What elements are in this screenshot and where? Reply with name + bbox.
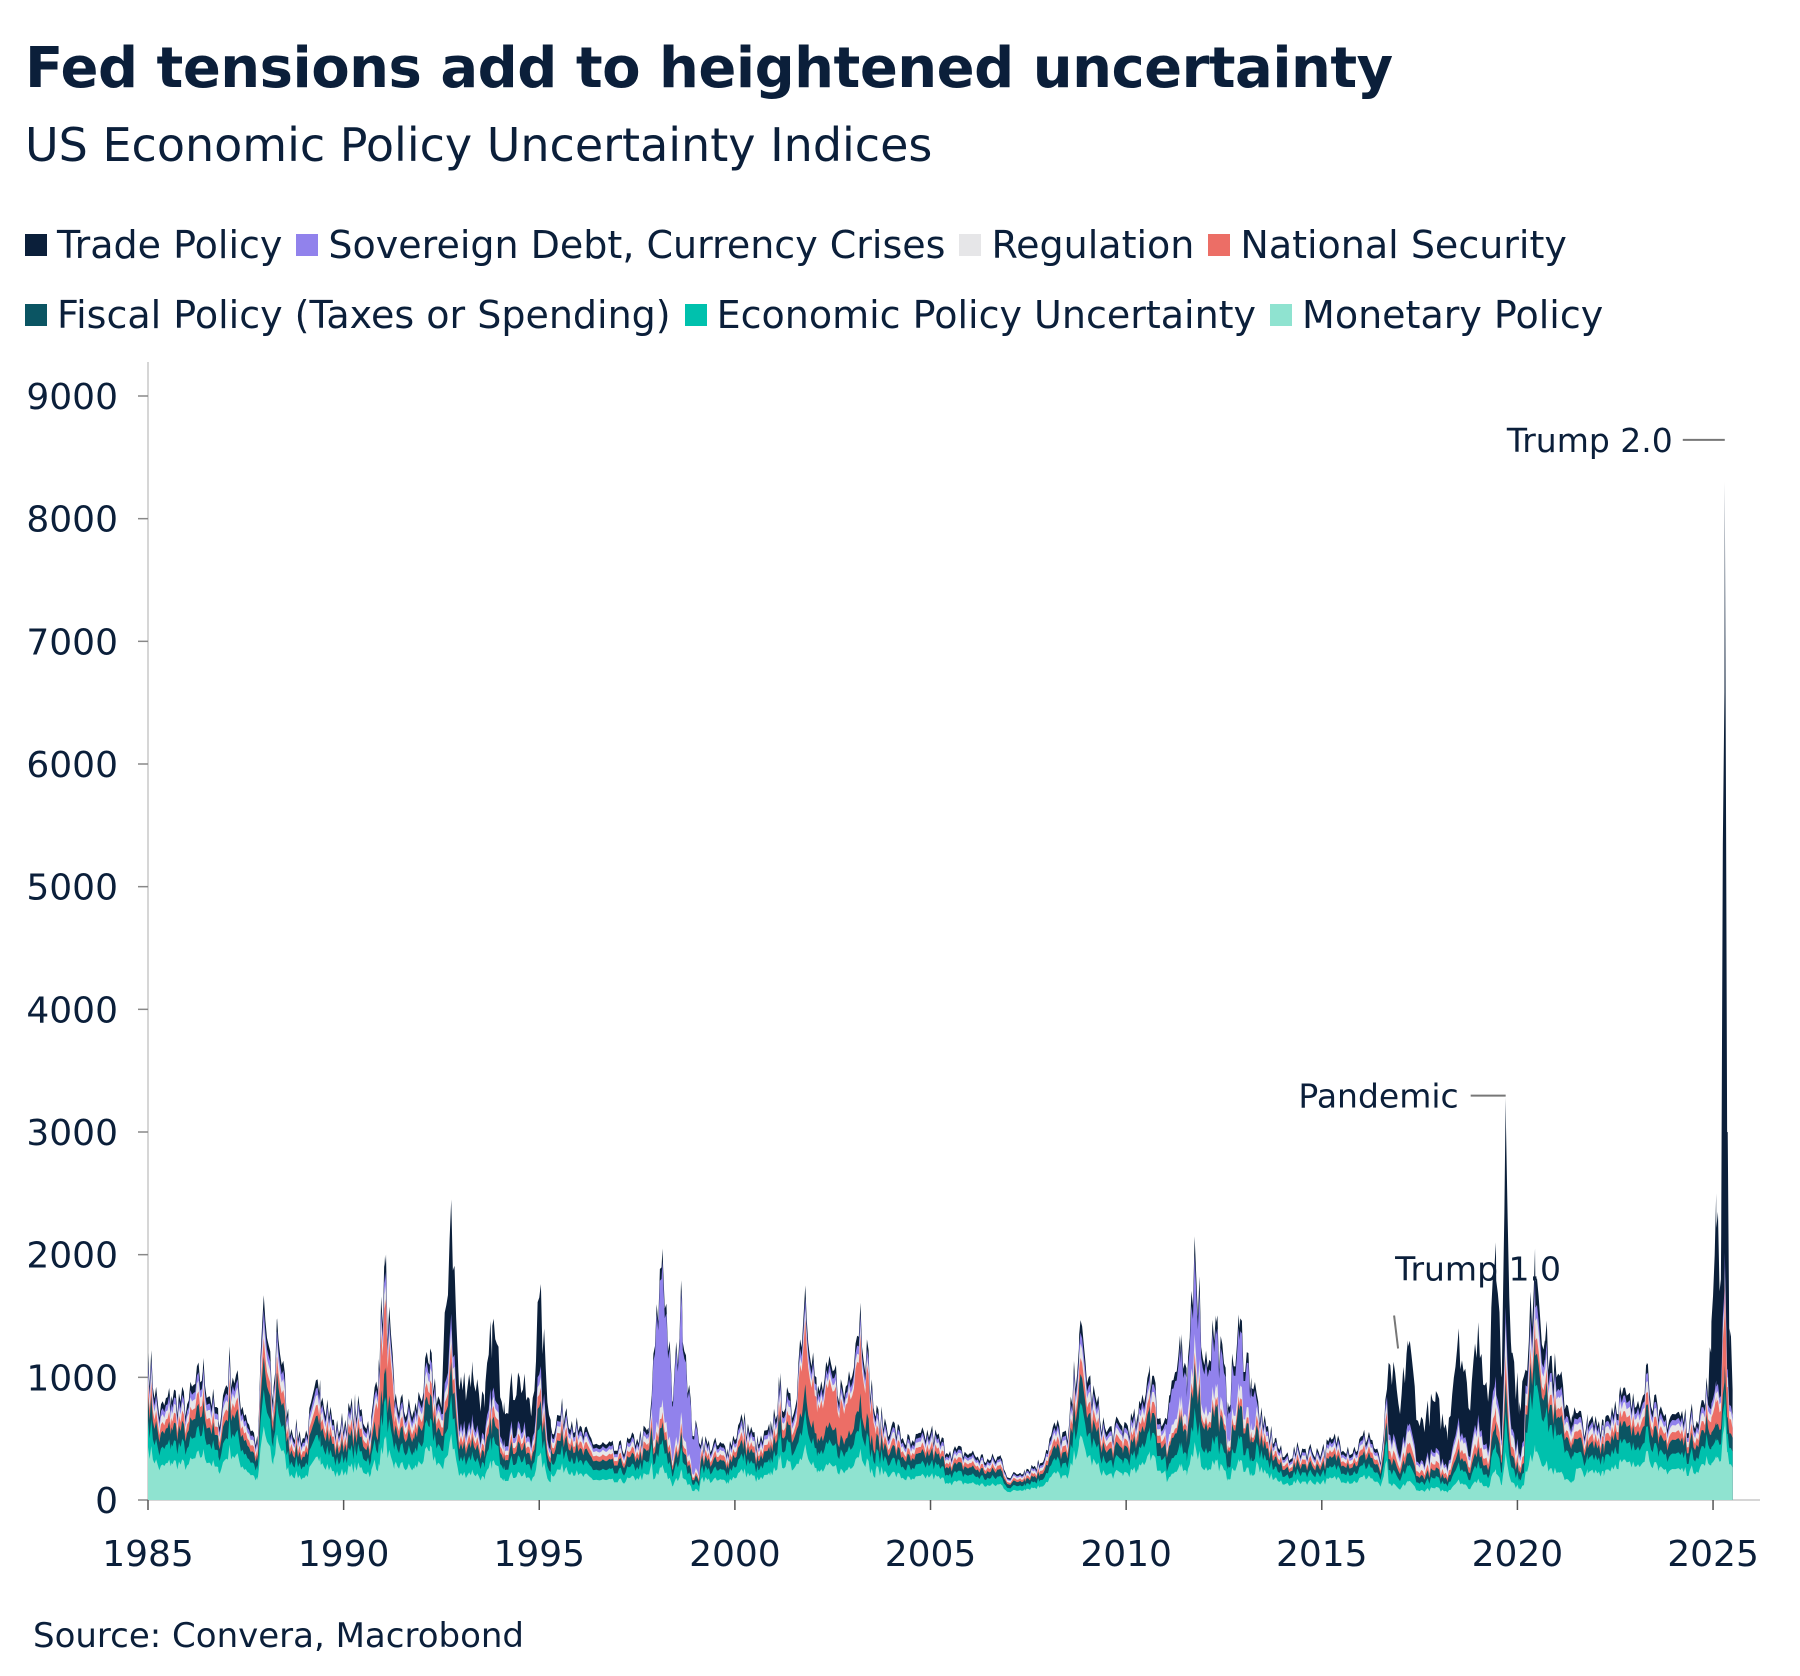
chart-title: Fed tensions add to heightened uncertain… [25,36,1393,101]
legend-item-economic-policy-uncertainty: Economic Policy Uncertainty [684,293,1257,337]
y-tick-label: 1000 [26,1358,118,1399]
legend-swatch [25,304,47,326]
legend-label: Economic Policy Uncertainty [716,293,1257,337]
legend-item-national-security: National Security [1208,223,1567,267]
legend-swatch [25,234,47,256]
legend-swatch [684,304,707,326]
x-tick-label: 2005 [885,1534,977,1575]
annotation-trump-2: Trump 2.0 [1506,421,1673,460]
legend-item-trade-policy: Trade Policy [25,223,282,267]
chart-source: Source: Convera, Macrobond [33,1616,525,1656]
legend-label: Fiscal Policy (Taxes or Spending) [57,293,671,337]
x-tick-label: 1990 [298,1534,390,1575]
legend-swatch [296,234,319,256]
y-tick-label: 5000 [26,868,118,909]
y-tick-label: 3000 [26,1113,118,1154]
annotation-trump-1: Trump 1.0 [1394,1250,1561,1289]
legend-item-regulation: Regulation [959,223,1194,267]
x-tick-label: 2010 [1080,1534,1172,1575]
annotation-leader [1393,1315,1400,1349]
chart-subtitle: US Economic Policy Uncertainty Indices [25,118,933,172]
annotation-pandemic: Pandemic [1298,1077,1458,1116]
legend-swatch [959,234,982,256]
legend-label: Sovereign Debt, Currency Crises [328,223,946,267]
y-tick-label: 9000 [26,377,118,418]
legend-label: Monetary Policy [1302,293,1604,337]
legend-label: Trade Policy [57,223,283,267]
legend-row: Fiscal Policy (Taxes or Spending) Economi… [25,280,1765,350]
y-tick-label: 4000 [26,990,118,1031]
legend-label: Regulation [991,223,1195,267]
legend-swatch [1208,234,1231,256]
x-tick-label: 2015 [1276,1534,1368,1575]
x-tick-label: 2020 [1472,1534,1564,1575]
chart-legend: Trade Policy Sovereign Debt, Currency Cri… [25,210,1765,350]
x-tick-label: 2000 [689,1534,781,1575]
x-tick-label: 2025 [1667,1534,1759,1575]
legend-row: Trade Policy Sovereign Debt, Currency Cri… [25,210,1765,280]
legend-item-monetary-policy: Monetary Policy [1270,293,1603,337]
area-monetary-policy [148,1413,1733,1500]
legend-swatch [1270,304,1293,326]
y-tick-label: 2000 [26,1236,118,1277]
y-tick-label: 0 [95,1481,118,1522]
legend-item-sovereign-debt-currency-crises: Sovereign Debt, Currency Crises [296,223,945,267]
y-tick-label: 6000 [26,745,118,786]
legend-item-fiscal-policy-taxes-or-spending: Fiscal Policy (Taxes or Spending) [25,293,671,337]
y-tick-label: 7000 [26,622,118,663]
legend-label: National Security [1240,223,1567,267]
x-tick-label: 1995 [493,1534,585,1575]
x-tick-label: 1985 [102,1534,194,1575]
y-tick-label: 8000 [26,500,118,541]
